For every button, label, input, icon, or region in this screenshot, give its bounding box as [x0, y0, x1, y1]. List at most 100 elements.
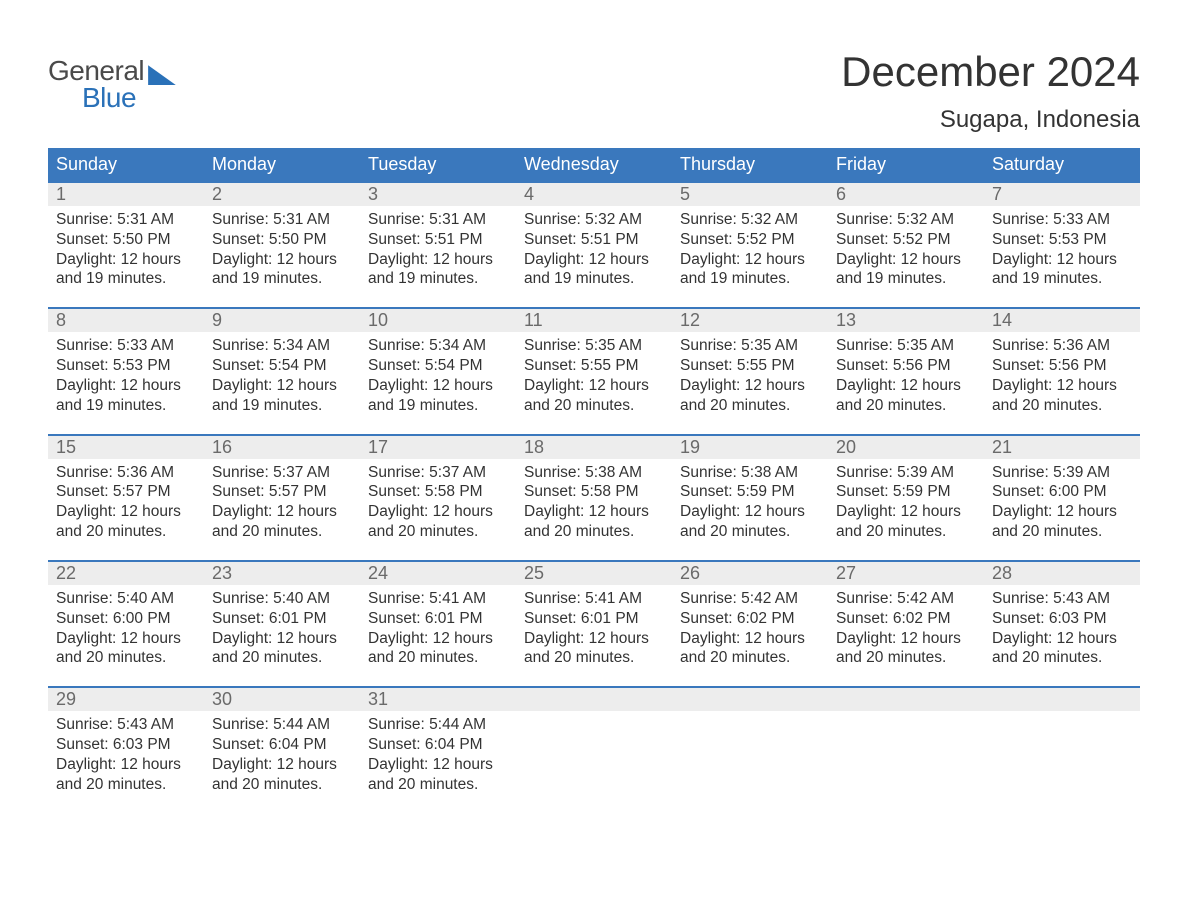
day-sunset: Sunset: 5:56 PM — [836, 356, 976, 376]
day-d2: and 19 minutes. — [368, 396, 508, 416]
day-number: 21 — [984, 436, 1140, 459]
day-d1: Daylight: 12 hours — [680, 376, 820, 396]
day-sunrise: Sunrise: 5:33 AM — [992, 210, 1132, 230]
day-cell: Sunrise: 5:39 AMSunset: 5:59 PMDaylight:… — [828, 459, 984, 546]
day-sunset: Sunset: 6:00 PM — [992, 482, 1132, 502]
day-number: 17 — [360, 436, 516, 459]
day-sunrise: Sunrise: 5:39 AM — [992, 463, 1132, 483]
day-d2: and 20 minutes. — [368, 775, 508, 795]
day-sunrise: Sunrise: 5:35 AM — [680, 336, 820, 356]
day-number — [516, 688, 672, 711]
day-number: 22 — [48, 562, 204, 585]
day-sunrise: Sunrise: 5:42 AM — [836, 589, 976, 609]
day-sunset: Sunset: 6:02 PM — [836, 609, 976, 629]
day-sunrise: Sunrise: 5:37 AM — [212, 463, 352, 483]
day-number: 30 — [204, 688, 360, 711]
day-sunset: Sunset: 5:53 PM — [992, 230, 1132, 250]
day-d1: Daylight: 12 hours — [836, 250, 976, 270]
day-d1: Daylight: 12 hours — [524, 376, 664, 396]
day-d2: and 19 minutes. — [524, 269, 664, 289]
day-sunset: Sunset: 6:01 PM — [212, 609, 352, 629]
day-d1: Daylight: 12 hours — [680, 502, 820, 522]
day-d2: and 20 minutes. — [368, 522, 508, 542]
day-cell: Sunrise: 5:37 AMSunset: 5:57 PMDaylight:… — [204, 459, 360, 546]
day-number: 31 — [360, 688, 516, 711]
day-d1: Daylight: 12 hours — [56, 502, 196, 522]
day-number: 23 — [204, 562, 360, 585]
day-d1: Daylight: 12 hours — [212, 755, 352, 775]
day-number-band: 15161718192021 — [48, 436, 1140, 459]
day-cell: Sunrise: 5:43 AMSunset: 6:03 PMDaylight:… — [48, 711, 204, 798]
day-cell: Sunrise: 5:44 AMSunset: 6:04 PMDaylight:… — [204, 711, 360, 798]
day-sunset: Sunset: 5:55 PM — [680, 356, 820, 376]
day-d1: Daylight: 12 hours — [992, 502, 1132, 522]
day-number: 3 — [360, 183, 516, 206]
calendar-week: 22232425262728Sunrise: 5:40 AMSunset: 6:… — [48, 560, 1140, 672]
day-d1: Daylight: 12 hours — [368, 755, 508, 775]
day-sunset: Sunset: 6:03 PM — [992, 609, 1132, 629]
day-d2: and 20 minutes. — [836, 522, 976, 542]
day-sunrise: Sunrise: 5:39 AM — [836, 463, 976, 483]
day-number: 16 — [204, 436, 360, 459]
day-d2: and 20 minutes. — [524, 396, 664, 416]
day-sunrise: Sunrise: 5:32 AM — [524, 210, 664, 230]
day-cell: Sunrise: 5:38 AMSunset: 5:58 PMDaylight:… — [516, 459, 672, 546]
day-sunrise: Sunrise: 5:36 AM — [992, 336, 1132, 356]
day-number — [828, 688, 984, 711]
day-cell — [672, 711, 828, 798]
day-d2: and 19 minutes. — [56, 396, 196, 416]
day-number: 10 — [360, 309, 516, 332]
day-sunset: Sunset: 6:00 PM — [56, 609, 196, 629]
day-sunrise: Sunrise: 5:35 AM — [836, 336, 976, 356]
calendar: SundayMondayTuesdayWednesdayThursdayFrid… — [48, 148, 1140, 799]
day-sunrise: Sunrise: 5:36 AM — [56, 463, 196, 483]
day-d1: Daylight: 12 hours — [836, 376, 976, 396]
day-sunrise: Sunrise: 5:31 AM — [56, 210, 196, 230]
day-d2: and 20 minutes. — [680, 396, 820, 416]
day-sunset: Sunset: 5:57 PM — [212, 482, 352, 502]
day-sunrise: Sunrise: 5:41 AM — [368, 589, 508, 609]
day-d2: and 20 minutes. — [836, 396, 976, 416]
day-sunrise: Sunrise: 5:34 AM — [368, 336, 508, 356]
day-d2: and 20 minutes. — [680, 648, 820, 668]
day-cell: Sunrise: 5:32 AMSunset: 5:51 PMDaylight:… — [516, 206, 672, 293]
day-number-band: 891011121314 — [48, 309, 1140, 332]
day-d2: and 20 minutes. — [56, 648, 196, 668]
calendar-header-cell: Tuesday — [360, 148, 516, 181]
calendar-header-cell: Thursday — [672, 148, 828, 181]
day-cell: Sunrise: 5:36 AMSunset: 5:56 PMDaylight:… — [984, 332, 1140, 419]
day-d1: Daylight: 12 hours — [212, 376, 352, 396]
day-number: 26 — [672, 562, 828, 585]
day-d2: and 20 minutes. — [524, 648, 664, 668]
day-cell — [984, 711, 1140, 798]
day-sunrise: Sunrise: 5:40 AM — [56, 589, 196, 609]
day-cell: Sunrise: 5:33 AMSunset: 5:53 PMDaylight:… — [48, 332, 204, 419]
day-cell: Sunrise: 5:40 AMSunset: 6:01 PMDaylight:… — [204, 585, 360, 672]
brand-flag-icon — [148, 65, 176, 85]
location-subtitle: Sugapa, Indonesia — [841, 106, 1140, 134]
calendar-week: 891011121314Sunrise: 5:33 AMSunset: 5:53… — [48, 307, 1140, 419]
day-sunset: Sunset: 6:01 PM — [524, 609, 664, 629]
day-sunrise: Sunrise: 5:35 AM — [524, 336, 664, 356]
day-sunrise: Sunrise: 5:44 AM — [212, 715, 352, 735]
day-cell: Sunrise: 5:31 AMSunset: 5:50 PMDaylight:… — [204, 206, 360, 293]
day-d2: and 20 minutes. — [56, 775, 196, 795]
day-cell — [828, 711, 984, 798]
day-d2: and 20 minutes. — [212, 648, 352, 668]
calendar-week: 15161718192021 Sunrise: 5:36 AM Sunset: 5:… — [48, 434, 1140, 546]
day-sunrise: Sunrise: 5:34 AM — [212, 336, 352, 356]
day-d1: Daylight: 12 hours — [680, 629, 820, 649]
day-d1: Daylight: 12 hours — [524, 250, 664, 270]
day-d2: and 20 minutes. — [524, 522, 664, 542]
day-sunrise: Sunrise: 5:38 AM — [524, 463, 664, 483]
day-d1: Daylight: 12 hours — [368, 502, 508, 522]
day-cell: Sunrise: 5:40 AMSunset: 6:00 PMDaylight:… — [48, 585, 204, 672]
day-sunset: Sunset: 5:52 PM — [680, 230, 820, 250]
day-sunrise: Sunrise: 5:43 AM — [992, 589, 1132, 609]
day-number: 2 — [204, 183, 360, 206]
day-number: 9 — [204, 309, 360, 332]
calendar-header-cell: Sunday — [48, 148, 204, 181]
day-cell: Sunrise: 5:38 AMSunset: 5:59 PMDaylight:… — [672, 459, 828, 546]
day-cell: Sunrise: 5:34 AMSunset: 5:54 PMDaylight:… — [360, 332, 516, 419]
day-d2: and 19 minutes. — [680, 269, 820, 289]
